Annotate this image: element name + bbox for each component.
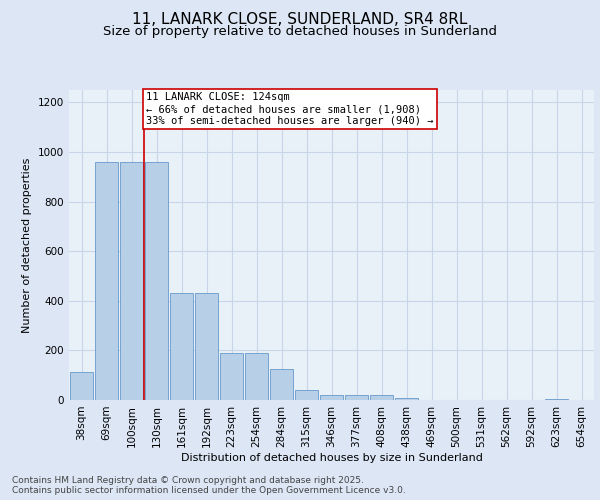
Text: Contains HM Land Registry data © Crown copyright and database right 2025.
Contai: Contains HM Land Registry data © Crown c…	[12, 476, 406, 495]
Bar	[295, 390, 318, 400]
Bar	[70, 372, 93, 400]
Bar	[320, 395, 343, 400]
Bar	[270, 369, 293, 400]
Bar	[120, 162, 143, 400]
Bar	[170, 294, 193, 400]
Bar	[545, 399, 568, 400]
Text: 11 LANARK CLOSE: 124sqm
← 66% of detached houses are smaller (1,908)
33% of semi: 11 LANARK CLOSE: 124sqm ← 66% of detache…	[146, 92, 434, 126]
Bar	[195, 294, 218, 400]
Text: Size of property relative to detached houses in Sunderland: Size of property relative to detached ho…	[103, 25, 497, 38]
Bar	[395, 398, 418, 400]
Bar	[145, 162, 168, 400]
Y-axis label: Number of detached properties: Number of detached properties	[22, 158, 32, 332]
Bar	[370, 395, 393, 400]
Bar	[95, 162, 118, 400]
Bar	[345, 395, 368, 400]
X-axis label: Distribution of detached houses by size in Sunderland: Distribution of detached houses by size …	[181, 452, 482, 462]
Bar	[245, 353, 268, 400]
Bar	[220, 353, 243, 400]
Text: 11, LANARK CLOSE, SUNDERLAND, SR4 8RL: 11, LANARK CLOSE, SUNDERLAND, SR4 8RL	[133, 12, 467, 28]
